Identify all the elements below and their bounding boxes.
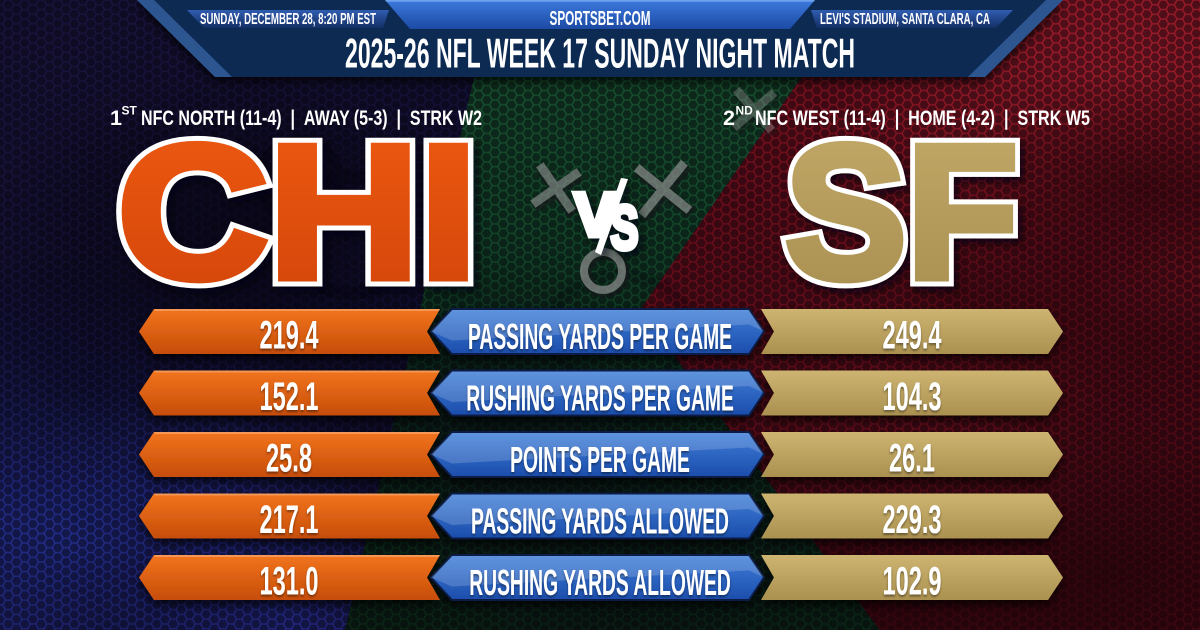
svg-text:2025-26 NFL WEEK 17 SUNDAY NIG: 2025-26 NFL WEEK 17 SUNDAY NIGHT MATCH	[345, 30, 855, 77]
svg-text:CHI: CHI	[118, 107, 478, 319]
svg-text:CHI: CHI	[118, 107, 478, 319]
svg-text:26.1: 26.1	[889, 437, 935, 481]
svg-text:RUSHING YARDS ALLOWED: RUSHING YARDS ALLOWED	[469, 562, 731, 603]
svg-text:1: 1	[110, 106, 122, 130]
svg-text:SF: SF	[785, 107, 1018, 319]
svg-text:PASSING YARDS ALLOWED: PASSING YARDS ALLOWED	[471, 501, 729, 542]
svg-text:152.1: 152.1	[260, 375, 319, 419]
svg-text:104.3: 104.3	[883, 375, 942, 419]
svg-text:2: 2	[723, 106, 735, 130]
svg-text:SF: SF	[785, 107, 1018, 319]
svg-text:LEVI'S STADIUM, SANTA CLARA, C: LEVI'S STADIUM, SANTA CLARA, CA	[820, 11, 990, 28]
svg-text:219.4: 219.4	[260, 314, 319, 358]
svg-text:102.9: 102.9	[883, 560, 942, 604]
svg-text:131.0: 131.0	[260, 560, 319, 604]
svg-text:S: S	[611, 194, 639, 263]
svg-text:SPORTSBET.COM: SPORTSBET.COM	[550, 8, 651, 30]
svg-text:ST: ST	[122, 104, 138, 118]
svg-text:NFC NORTH (11-4) | AWAY (5-3: NFC NORTH (11-4) | AWAY (5-3) | STRK W2	[141, 106, 482, 130]
svg-text:249.4: 249.4	[883, 314, 942, 358]
svg-text:229.3: 229.3	[883, 498, 942, 542]
svg-text:ND: ND	[736, 104, 754, 118]
svg-text:RUSHING YARDS PER GAME: RUSHING YARDS PER GAME	[466, 378, 734, 419]
svg-text:25.8: 25.8	[266, 437, 312, 481]
svg-text:POINTS PER GAME: POINTS PER GAME	[510, 439, 690, 480]
svg-text:NFC WEST (11-4) | HOME (4-2): NFC WEST (11-4) | HOME (4-2) | STRK W5	[755, 106, 1090, 130]
svg-text:217.1: 217.1	[260, 498, 319, 542]
svg-text:SUNDAY, DECEMBER 28, 8:20 PM E: SUNDAY, DECEMBER 28, 8:20 PM EST	[200, 11, 376, 28]
svg-text:PASSING YARDS PER GAME: PASSING YARDS PER GAME	[468, 316, 732, 357]
